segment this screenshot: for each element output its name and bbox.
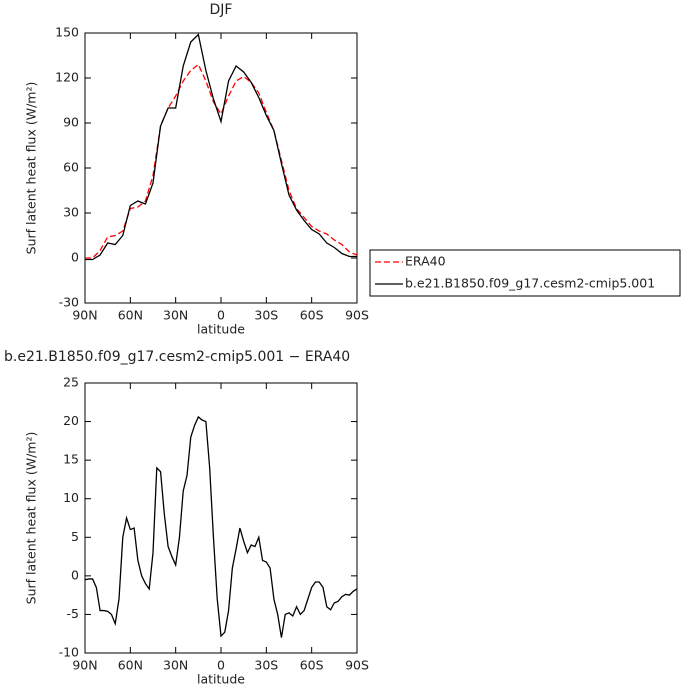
y-tick-label: 60: [63, 160, 79, 175]
x-tick-label: 90S: [345, 308, 369, 323]
y-tick-label: 120: [55, 70, 79, 85]
data-line: [84, 415, 358, 638]
data-line: [85, 33, 357, 261]
x-tick-label: 60N: [118, 658, 143, 673]
x-axis-label: latitude: [197, 672, 245, 687]
y-tick-label: 90: [63, 115, 79, 130]
y-tick-label: -10: [59, 645, 79, 660]
y-axis-label: Surf latent heat flux (W/m²): [24, 82, 39, 255]
x-tick-label: 90S: [345, 658, 369, 673]
legend-label: b.e21.B1850.f09_g17.cesm2-cmip5.001: [405, 276, 655, 291]
panel: b.e21.B1850.f09_g17.cesm2-cmip5.001 − ER…: [4, 349, 369, 687]
data-line: [85, 63, 358, 259]
legend-box: [369, 249, 681, 297]
plot-frame: [84, 32, 358, 304]
x-tick-label: 0: [217, 658, 225, 673]
panel-title: DJF: [210, 2, 233, 18]
x-tick-label: 30S: [254, 308, 278, 323]
y-tick-label: 150: [55, 25, 79, 40]
y-tick-label: 30: [63, 205, 79, 220]
y-tick-label: 10: [63, 490, 79, 505]
y-tick-label: -5: [67, 606, 79, 621]
y-tick-label: 0: [71, 567, 79, 582]
y-tick-label: -30: [59, 295, 79, 310]
y-tick-label: 5: [71, 529, 79, 544]
y-tick-label: 20: [63, 413, 79, 428]
panel: DJF -30 0 30 60 90 120 150 90N 60N 30N 0 30S 60S 90S la…: [24, 2, 681, 337]
y-axis-label: Surf latent heat flux (W/m²): [24, 432, 39, 605]
panel-title: b.e21.B1850.f09_g17.cesm2-cmip5.001 − ER…: [4, 349, 350, 365]
legend-label: ERA40: [405, 254, 446, 269]
x-tick-label: 30N: [163, 308, 188, 323]
x-tick-label: 30S: [254, 658, 278, 673]
x-axis-label: latitude: [197, 322, 245, 337]
x-tick-label: 90N: [72, 658, 97, 673]
x-tick-label: 60N: [118, 308, 143, 323]
x-tick-label: 60S: [300, 658, 324, 673]
y-tick-label: 0: [71, 250, 79, 265]
x-tick-label: 60S: [300, 308, 324, 323]
y-tick-label: 25: [63, 375, 79, 390]
plot-frame: [84, 382, 358, 654]
y-tick-label: 15: [63, 452, 79, 467]
x-tick-label: 0: [217, 308, 225, 323]
x-tick-label: 30N: [163, 658, 188, 673]
x-tick-label: 90N: [72, 308, 97, 323]
